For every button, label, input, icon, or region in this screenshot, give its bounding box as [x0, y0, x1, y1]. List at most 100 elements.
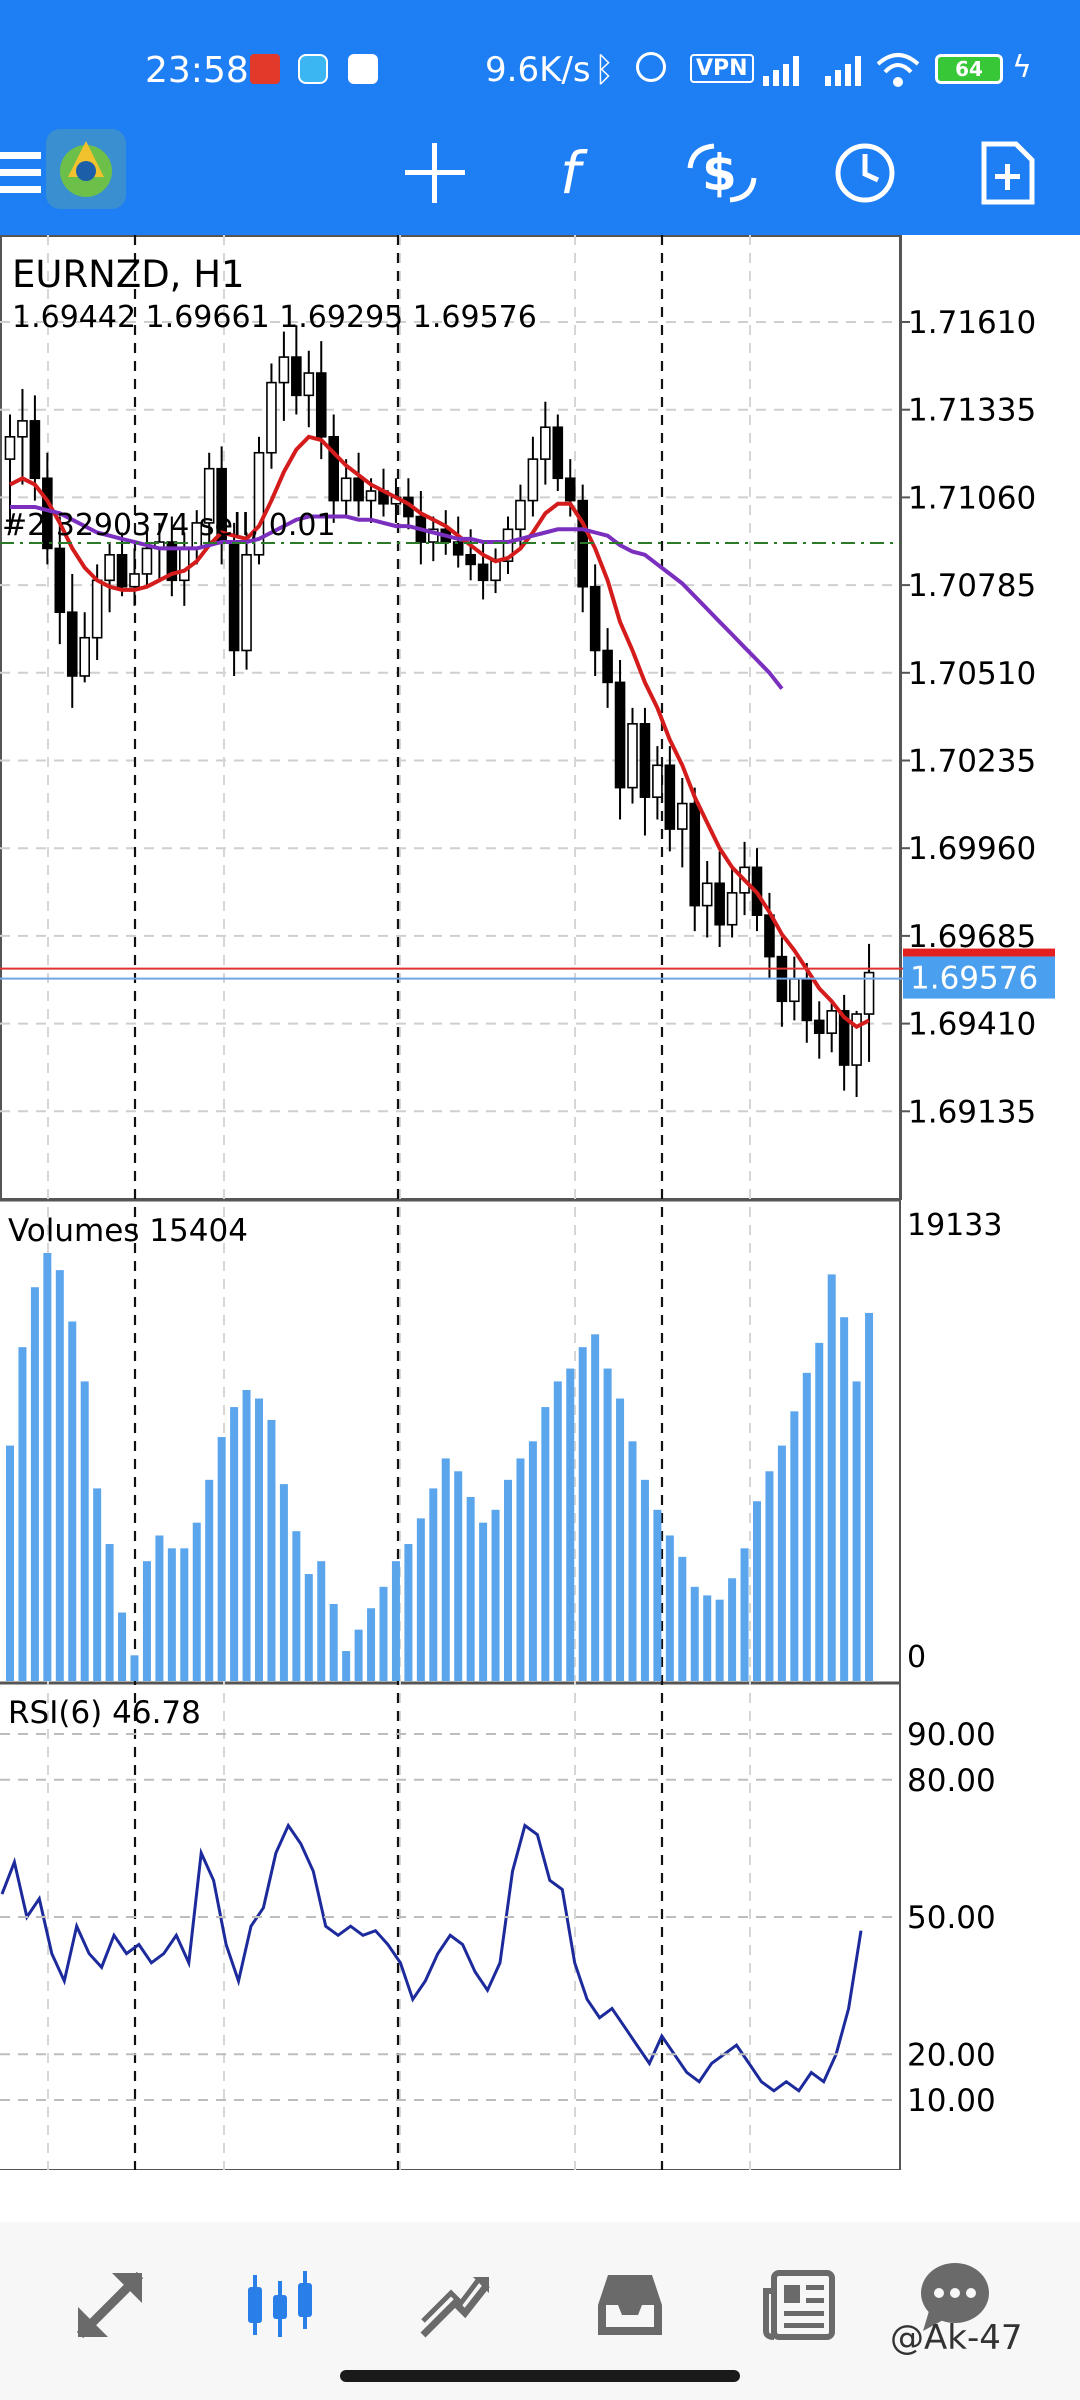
volume-bar	[865, 1312, 874, 1681]
candle-down	[353, 477, 364, 502]
messages-nav-icon[interactable]	[900, 2240, 1010, 2350]
candle-up	[726, 892, 738, 926]
volume-bar	[429, 1488, 438, 1681]
news-nav-icon[interactable]	[745, 2250, 855, 2360]
volume-bar	[180, 1548, 189, 1681]
volume-bar	[342, 1651, 351, 1681]
vpn-badge: VPN	[690, 54, 754, 83]
indicators-icon[interactable]: f	[533, 128, 623, 218]
price-tick-label: 1.69410	[908, 1007, 1036, 1043]
volume-bar	[317, 1561, 326, 1681]
candle-up	[789, 978, 800, 1003]
volume-bars	[6, 1253, 874, 1681]
volume-bar	[491, 1509, 500, 1681]
price-chart[interactable]: 1.71610 1.71335 1.71060 1.70785 1.70510 1.702…	[0, 235, 1080, 2218]
volume-axis-max: 19133	[907, 1208, 1002, 1243]
volume-bar	[43, 1253, 52, 1681]
volume-bar	[391, 1561, 400, 1681]
notification-icon	[250, 54, 280, 84]
candle-down	[291, 356, 302, 397]
volume-bar	[304, 1574, 313, 1681]
bluetooth-icon: ᛒ	[594, 50, 615, 90]
volumes-label: Volumes 15404	[8, 1213, 248, 1249]
chart-area[interactable]: 1.71610 1.71335 1.71060 1.70785 1.70510 1.702…	[0, 235, 1080, 2218]
trade-nav-icon[interactable]	[400, 2250, 510, 2360]
price-tick-label: 1.70235	[908, 744, 1036, 780]
svg-text:$: $	[702, 144, 737, 202]
volume-bar	[665, 1535, 674, 1681]
volume-bar	[454, 1471, 463, 1681]
cat-icon	[348, 54, 378, 84]
volume-bar	[155, 1535, 164, 1681]
volume-bar	[217, 1437, 226, 1681]
templates-icon[interactable]	[963, 128, 1053, 218]
volume-axis-min: 0	[907, 1640, 926, 1675]
home-indicator[interactable]	[340, 2370, 740, 2382]
signal-icon	[763, 56, 861, 86]
trade-icon[interactable]: $	[677, 128, 767, 218]
wifi-icon	[876, 53, 920, 87]
volume-bar	[354, 1629, 363, 1681]
rsi-axis: 90.00 80.00 50.00 20.00 10.00	[0, 1717, 996, 2119]
volume-bar	[441, 1458, 450, 1681]
volume-bar	[6, 1445, 14, 1681]
volume-bar	[653, 1509, 662, 1681]
history-nav-icon[interactable]	[575, 2250, 685, 2360]
rsi-line	[0, 1822, 863, 2093]
candle-up	[652, 764, 663, 798]
price-tick-label: 1.71335	[908, 393, 1036, 429]
candle-up	[701, 882, 713, 907]
price-tick-label: 1.70785	[908, 568, 1036, 604]
order-label: #2 3290374 sell, 0.01	[2, 508, 336, 543]
volume-bar	[192, 1522, 201, 1681]
candle-up	[826, 1010, 838, 1034]
volume-bar	[790, 1411, 799, 1681]
volume-bar	[167, 1548, 176, 1681]
ma-fast-line	[9, 434, 870, 1030]
volume-bar	[255, 1398, 263, 1681]
rsi-polyline	[0, 1822, 863, 2093]
volume-bar	[142, 1561, 151, 1681]
candle-down	[29, 420, 41, 480]
volume-bar	[80, 1381, 89, 1681]
candle-up	[241, 554, 252, 652]
candle-up	[851, 1013, 862, 1066]
rsi-tick-label: 90.00	[907, 1717, 996, 1753]
candle-up	[253, 451, 265, 556]
volume-bar	[703, 1595, 712, 1681]
volume-bar	[740, 1548, 749, 1681]
volume-bar	[553, 1381, 562, 1681]
volume-bar	[118, 1612, 127, 1681]
volume-bar	[628, 1441, 637, 1681]
app-logo[interactable]	[42, 125, 130, 213]
volume-bar	[267, 1419, 276, 1681]
candles	[4, 325, 875, 1097]
quotes-icon[interactable]	[55, 2250, 165, 2360]
candle-up	[91, 579, 103, 639]
crosshair-icon[interactable]	[390, 128, 480, 218]
candle-down	[639, 723, 651, 798]
candle-down	[66, 611, 78, 677]
volume-bar	[516, 1458, 525, 1681]
candle-up	[278, 356, 290, 384]
volume-bar	[416, 1518, 425, 1681]
timeframe-icon[interactable]	[820, 128, 910, 218]
price-tick-label: 1.69960	[908, 831, 1036, 867]
rsi-label: RSI(6) 46.78	[8, 1695, 201, 1731]
ask-price-marker	[903, 948, 1055, 957]
volume-bar	[852, 1381, 861, 1681]
volume-bar	[466, 1496, 475, 1681]
candle-up	[340, 477, 352, 502]
candle-down	[465, 554, 476, 566]
candle-down	[589, 585, 601, 652]
volume-bar	[230, 1407, 239, 1681]
menu-icon[interactable]	[0, 128, 60, 218]
volume-bar	[640, 1479, 649, 1681]
chart-nav-icon[interactable]	[225, 2250, 335, 2360]
symbol-timeframe: EURNZD, H1	[12, 253, 245, 296]
volume-bar	[616, 1398, 625, 1681]
candle-up	[129, 573, 140, 588]
volume-bar	[566, 1368, 575, 1681]
volume-bar	[715, 1599, 724, 1681]
volume-bar	[105, 1544, 114, 1681]
